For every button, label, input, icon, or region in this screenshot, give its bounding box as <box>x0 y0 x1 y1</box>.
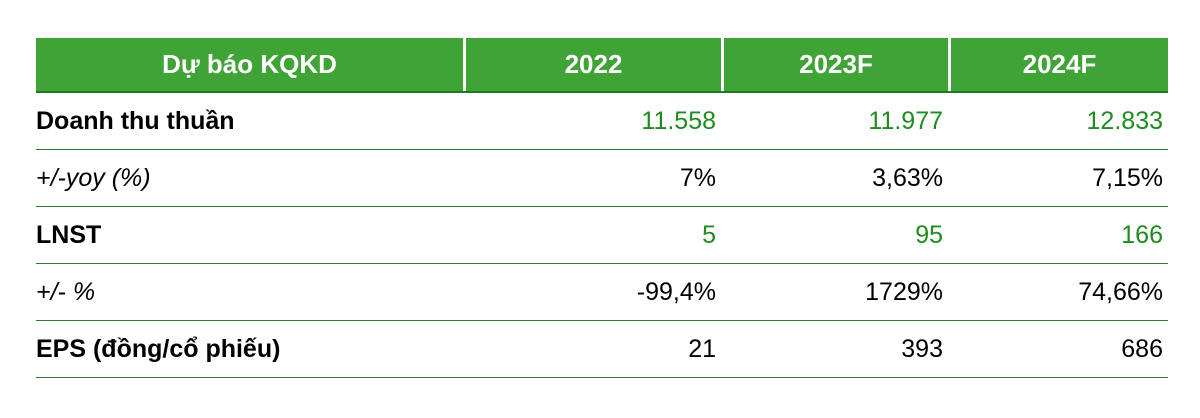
row-label: Doanh thu thuần <box>36 106 235 135</box>
header-cell-2022: 2022 <box>463 38 721 91</box>
row-value-2022: 7% <box>679 163 716 192</box>
header-cell-2023f: 2023F <box>721 38 948 91</box>
row-label: +/-yoy (%) <box>36 163 151 192</box>
table-row: Doanh thu thuần 11.558 11.977 12.833 <box>36 93 1168 150</box>
row-value-2022: 11.558 <box>641 106 716 135</box>
header-cell-title: Dự báo KQKD <box>162 49 337 79</box>
table-body: Doanh thu thuần 11.558 11.977 12.833 +/-yoy … <box>36 93 1168 378</box>
forecast-table: Dự báo KQKD 2022 2023F 2024F Doanh thu t… <box>36 38 1168 378</box>
row-value-2023F: 393 <box>901 334 943 363</box>
row-value-2023F: 1729% <box>865 277 943 306</box>
row-value-2024F: 686 <box>1121 334 1163 363</box>
table-row: +/-yoy (%) 7% 3,63% 7,15% <box>36 150 1168 207</box>
row-value-2024F: 74,66% <box>1078 277 1163 306</box>
row-value-2024F: 7,15% <box>1092 163 1163 192</box>
row-value-2022: 5 <box>702 220 716 249</box>
table-row: EPS (đồng/cổ phiếu) 21 393 686 <box>36 321 1168 378</box>
header-cell-2024f: 2024F <box>948 38 1168 91</box>
row-value-2024F: 166 <box>1121 220 1163 249</box>
table-header-row: Dự báo KQKD 2022 2023F 2024F <box>36 38 1168 93</box>
table-row: LNST 5 95 166 <box>36 207 1168 264</box>
table-row: +/- % -99,4% 1729% 74,66% <box>36 264 1168 321</box>
row-value-2023F: 11.977 <box>868 106 943 135</box>
row-value-2023F: 95 <box>915 220 943 249</box>
row-label: +/- % <box>36 277 96 306</box>
row-value-2023F: 3,63% <box>872 163 943 192</box>
row-value-2024F: 12.833 <box>1086 106 1163 135</box>
row-label: EPS (đồng/cổ phiếu) <box>36 334 281 363</box>
row-label: LNST <box>36 220 102 249</box>
row-value-2022: 21 <box>688 334 716 363</box>
row-value-2022: -99,4% <box>636 277 716 306</box>
